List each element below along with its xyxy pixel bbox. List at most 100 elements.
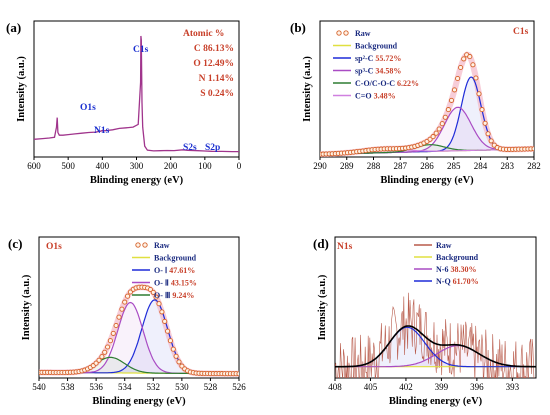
- peak-area: [320, 77, 534, 155]
- survey-spectrum-line: [33, 35, 239, 153]
- raw-data-point: [445, 107, 451, 113]
- legend-percent: 3.48%: [372, 92, 396, 101]
- legend-entry: Raw: [154, 241, 170, 250]
- legend-entry: Raw: [355, 29, 371, 38]
- x-tick-label: 400: [96, 161, 110, 171]
- raw-data-point: [110, 330, 116, 336]
- panel-label: (c): [8, 236, 22, 251]
- atomic-percent-entry: C 86.13%: [194, 44, 234, 54]
- legend-name: N-Q: [436, 277, 451, 286]
- x-tick-label: 536: [89, 382, 103, 392]
- peak-area: [335, 327, 536, 367]
- x-axis-label: Blinding energy (eV): [90, 175, 184, 186]
- panel-a: 600 500 400 300 200 100 0 Blinding energy (eV) I…: [6, 20, 242, 186]
- raw-data-point: [531, 146, 534, 152]
- raw-data-point: [488, 138, 494, 144]
- x-tick-label: 540: [32, 382, 46, 392]
- legend-name: O- Ⅱ: [154, 279, 169, 288]
- raw-data-point: [162, 318, 168, 324]
- legend-swatch: [135, 242, 141, 248]
- peak-area: [320, 107, 534, 155]
- x-tick-label: 282: [527, 161, 541, 171]
- raw-data-point: [113, 322, 119, 329]
- x-axis-label: Blinding energy (eV): [92, 396, 186, 407]
- x-tick-label: 290: [313, 161, 327, 171]
- raw-data-point: [236, 371, 239, 377]
- x-tick-label: 600: [27, 161, 41, 171]
- raw-data-point: [427, 136, 433, 142]
- raw-data-point: [467, 54, 473, 60]
- x-tick-label: 200: [164, 161, 178, 171]
- x-tick-label: 528: [204, 382, 218, 392]
- legend-entry: Background: [355, 42, 398, 51]
- element-label: C1s: [513, 27, 529, 37]
- plot-area: [39, 284, 239, 377]
- raw-data-point: [473, 75, 479, 81]
- raw-data-point: [156, 301, 162, 307]
- raw-data-point: [167, 338, 173, 344]
- x-tick-label: 526: [232, 382, 246, 392]
- atomic-percent-title: Atomic %: [183, 29, 224, 39]
- x-tick-label: 283: [501, 161, 515, 171]
- element-label: N1s: [337, 242, 353, 252]
- raw-data-point: [442, 114, 448, 120]
- x-tick-label: 393: [506, 382, 520, 392]
- plot-area: [320, 51, 534, 157]
- legend-entry: O- Ⅱ 43.15%: [154, 279, 197, 288]
- x-tick-label: 300: [130, 161, 144, 171]
- raw-data-point: [430, 134, 436, 140]
- raw-data-point: [105, 344, 111, 350]
- plot-frame: [38, 236, 240, 379]
- panel-label: (b): [290, 20, 306, 35]
- peak-label: N1s: [94, 126, 110, 136]
- legend-entry: N-Q 61.70%: [436, 277, 479, 286]
- raw-data-point: [439, 121, 445, 127]
- legend-entry: sp³-C 34.58%: [355, 67, 401, 76]
- legend-entry: C=O 3.48%: [355, 92, 396, 101]
- peak-area: [320, 144, 534, 155]
- series-line: [335, 325, 536, 368]
- peak-label: C1s: [133, 45, 149, 55]
- legend-entry: Raw: [436, 241, 452, 250]
- panel-label: (d): [313, 236, 329, 251]
- peak-label: S2s: [183, 143, 197, 153]
- legend-swatch: [343, 30, 349, 36]
- x-tick-label: 287: [394, 161, 408, 171]
- x-tick-label: 289: [340, 161, 354, 171]
- legend-name: sp³-C: [355, 67, 374, 76]
- legend-name: O- Ⅲ: [154, 291, 170, 300]
- raw-data-point: [170, 346, 176, 352]
- raw-data-point: [458, 64, 464, 71]
- raw-data-point: [173, 353, 179, 359]
- raw-data-point: [116, 314, 122, 320]
- x-tick-label: 500: [61, 161, 75, 171]
- legend-name: N-6: [436, 265, 448, 274]
- y-axis-label: Intensity (a.u.): [317, 274, 328, 340]
- x-tick-label: 530: [175, 382, 189, 392]
- x-tick-label: 288: [367, 161, 381, 171]
- raw-data-point: [119, 306, 125, 312]
- x-tick-label: 399: [435, 382, 449, 392]
- raw-noisy-line: [335, 292, 535, 378]
- legend-entry: sp²-C 55.72%: [355, 54, 401, 63]
- x-tick-label: 405: [364, 382, 378, 392]
- plot-frame: [334, 236, 537, 379]
- legend-name: C=O: [355, 92, 372, 101]
- x-tick-label: 538: [61, 382, 75, 392]
- legend-name: C-O/C-O-C: [355, 79, 395, 88]
- panel-c: 540 538 536 534 532 530 528 526 Blinding energy …: [8, 236, 246, 407]
- raw-data-point: [107, 338, 113, 344]
- legend-name: O- Ⅰ: [154, 266, 167, 275]
- plot-area: [335, 292, 536, 378]
- raw-data-point: [448, 97, 455, 103]
- legend-entry: N-6 38.30%: [436, 265, 476, 274]
- raw-data-point: [99, 354, 105, 360]
- raw-data-point: [479, 107, 485, 113]
- peak-label: S2p: [205, 143, 220, 153]
- raw-data-point: [147, 286, 153, 293]
- x-tick-label: 100: [198, 161, 212, 171]
- raw-data-point: [150, 289, 156, 295]
- legend-swatch: [142, 242, 148, 248]
- raw-data-point: [176, 359, 182, 365]
- raw-data-point: [455, 75, 461, 82]
